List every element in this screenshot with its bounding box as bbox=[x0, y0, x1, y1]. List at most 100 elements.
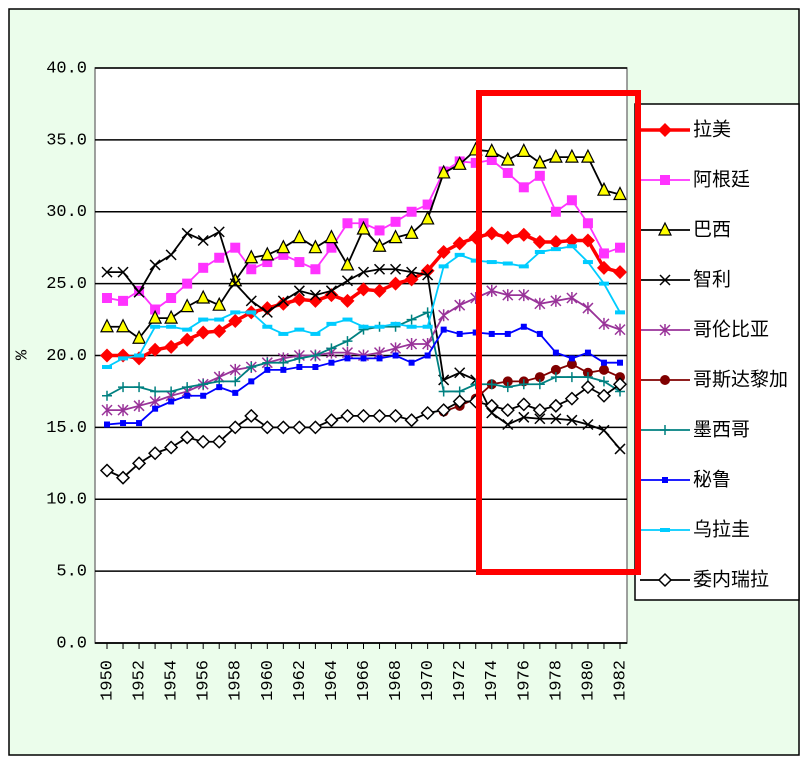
x-tick-label: 1952 bbox=[131, 660, 150, 701]
marker bbox=[149, 395, 161, 408]
marker bbox=[659, 274, 671, 286]
x-tick-label: 1974 bbox=[483, 660, 502, 701]
marker bbox=[280, 366, 287, 373]
marker bbox=[452, 394, 467, 409]
marker bbox=[150, 386, 161, 397]
marker bbox=[148, 446, 163, 461]
marker bbox=[566, 414, 578, 426]
marker bbox=[116, 318, 131, 333]
marker bbox=[181, 227, 193, 239]
marker bbox=[422, 199, 433, 210]
marker bbox=[550, 206, 561, 217]
marker bbox=[662, 477, 668, 483]
marker bbox=[536, 330, 543, 337]
y-tick-label: 15.0 bbox=[46, 419, 87, 438]
marker bbox=[406, 314, 417, 325]
marker bbox=[420, 405, 435, 421]
marker bbox=[292, 292, 307, 307]
marker bbox=[500, 403, 515, 418]
series bbox=[100, 226, 627, 366]
marker bbox=[564, 148, 579, 163]
legend-label: 智利 bbox=[693, 269, 731, 291]
marker bbox=[404, 224, 419, 239]
marker bbox=[264, 366, 271, 373]
marker bbox=[580, 148, 595, 163]
marker bbox=[101, 266, 113, 278]
marker bbox=[261, 306, 273, 318]
marker bbox=[454, 252, 465, 257]
marker bbox=[166, 293, 177, 303]
marker bbox=[294, 353, 305, 364]
marker bbox=[182, 278, 193, 289]
marker bbox=[232, 389, 239, 396]
marker bbox=[580, 233, 595, 248]
marker bbox=[660, 528, 670, 532]
marker bbox=[328, 359, 335, 366]
marker bbox=[180, 430, 195, 445]
marker bbox=[518, 411, 530, 423]
marker bbox=[262, 357, 273, 368]
marker bbox=[658, 221, 672, 236]
y-tick-label: 40.0 bbox=[46, 59, 87, 78]
marker bbox=[228, 314, 243, 328]
marker bbox=[100, 348, 114, 363]
marker bbox=[486, 155, 497, 165]
marker bbox=[134, 382, 145, 393]
marker bbox=[438, 264, 449, 269]
marker bbox=[310, 350, 321, 361]
marker bbox=[550, 294, 562, 307]
marker bbox=[534, 297, 546, 310]
marker bbox=[550, 372, 561, 383]
marker bbox=[246, 362, 257, 372]
x-tick-label: 1982 bbox=[611, 660, 630, 701]
marker bbox=[534, 170, 545, 181]
legend-label: 哥斯达黎加 bbox=[693, 369, 788, 391]
marker bbox=[502, 418, 514, 431]
marker bbox=[374, 324, 385, 329]
marker bbox=[326, 242, 337, 253]
marker bbox=[472, 329, 479, 336]
marker bbox=[470, 157, 481, 168]
marker bbox=[615, 372, 625, 383]
marker bbox=[357, 266, 370, 278]
marker bbox=[182, 382, 193, 393]
marker bbox=[388, 408, 403, 423]
legend bbox=[634, 103, 800, 601]
marker bbox=[406, 324, 417, 329]
marker bbox=[484, 398, 499, 413]
marker bbox=[470, 258, 481, 263]
marker bbox=[148, 309, 163, 324]
marker bbox=[518, 182, 529, 193]
marker bbox=[180, 298, 195, 313]
marker bbox=[518, 264, 529, 269]
x-tick-label: 1966 bbox=[355, 660, 374, 701]
marker bbox=[486, 379, 497, 390]
marker bbox=[388, 276, 403, 291]
marker bbox=[308, 293, 323, 308]
marker bbox=[196, 434, 211, 449]
marker bbox=[180, 332, 195, 347]
marker bbox=[310, 331, 321, 336]
marker bbox=[548, 148, 563, 163]
marker bbox=[376, 355, 383, 362]
marker bbox=[504, 330, 511, 337]
marker bbox=[214, 317, 225, 322]
marker bbox=[150, 324, 161, 329]
marker bbox=[229, 278, 241, 290]
marker bbox=[309, 289, 321, 301]
y-tick-label: 35.0 bbox=[46, 131, 87, 150]
marker bbox=[213, 226, 225, 238]
marker bbox=[212, 324, 227, 339]
marker bbox=[502, 167, 513, 178]
marker bbox=[149, 259, 161, 271]
marker bbox=[248, 378, 255, 385]
marker bbox=[390, 216, 401, 227]
marker bbox=[182, 327, 193, 332]
marker bbox=[660, 175, 670, 185]
marker bbox=[134, 353, 145, 358]
marker bbox=[164, 440, 179, 455]
marker bbox=[374, 225, 385, 236]
marker bbox=[484, 226, 499, 241]
marker bbox=[164, 339, 179, 354]
y-tick-label: 5.0 bbox=[56, 563, 87, 582]
